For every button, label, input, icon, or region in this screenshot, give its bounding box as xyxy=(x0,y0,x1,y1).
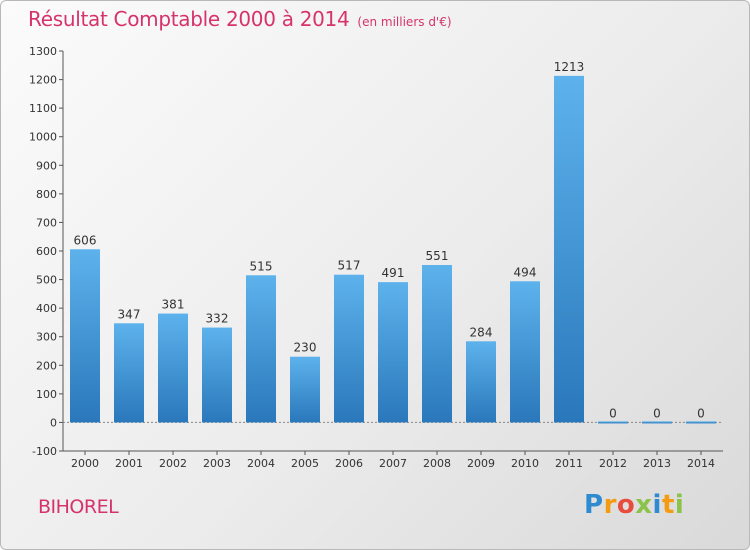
logo-letter: r xyxy=(603,490,617,520)
x-tick-label: 2013 xyxy=(643,457,671,470)
bar-2005 xyxy=(290,356,320,423)
bar-2003 xyxy=(202,327,232,423)
data-label-2000: 606 xyxy=(74,233,97,247)
bar-2006 xyxy=(334,274,364,423)
x-tick-label: 2010 xyxy=(511,457,539,470)
y-tick-label: 800 xyxy=(36,188,57,201)
data-label-2006: 517 xyxy=(338,259,361,273)
y-tick-label: 300 xyxy=(36,331,57,344)
chart-title: Résultat Comptable 2000 à 2014 (en millie… xyxy=(28,7,452,31)
bar-2011 xyxy=(554,75,584,423)
y-tick-label: 600 xyxy=(36,245,57,258)
logo-letter: t xyxy=(661,490,675,520)
data-label-2014: 0 xyxy=(697,406,705,420)
y-tick-label: 500 xyxy=(36,274,57,287)
y-tick-label: 1100 xyxy=(29,102,57,115)
bar-2001 xyxy=(114,323,144,423)
bar-2014 xyxy=(686,421,716,424)
data-label-2011: 1213 xyxy=(554,60,585,74)
commune-name: BIHOREL xyxy=(38,496,119,518)
x-tick-label: 2012 xyxy=(599,457,627,470)
bars xyxy=(70,75,716,424)
y-tick-label: 1300 xyxy=(29,45,57,58)
proxiti-logo: Proxiti xyxy=(584,490,684,520)
logo-letter: x xyxy=(635,490,653,520)
data-label-2012: 0 xyxy=(609,406,617,420)
bar-2000 xyxy=(70,249,100,423)
x-tick-label: 2014 xyxy=(687,457,715,470)
bar-2002 xyxy=(158,313,188,423)
x-tick-label: 2007 xyxy=(379,457,407,470)
x-tick-label: 2006 xyxy=(335,457,363,470)
data-label-2013: 0 xyxy=(653,406,661,420)
y-tick-label: 400 xyxy=(36,302,57,315)
x-tick-label: 2003 xyxy=(203,457,231,470)
bar-2013 xyxy=(642,421,672,424)
bar-2004 xyxy=(246,275,276,423)
data-label-2005: 230 xyxy=(294,341,317,355)
data-label-2010: 494 xyxy=(514,265,537,279)
data-label-2008: 551 xyxy=(426,249,449,263)
chart-subtitle: (en milliers d'€) xyxy=(357,15,452,29)
bar-2010 xyxy=(510,281,540,423)
bar-2007 xyxy=(378,282,408,423)
logo-letter: P xyxy=(584,490,604,520)
x-tick-label: 2011 xyxy=(555,457,583,470)
data-label-2009: 284 xyxy=(470,325,493,339)
y-tick-label: 900 xyxy=(36,159,57,172)
logo-letter: i xyxy=(652,490,662,520)
y-tick-label: 100 xyxy=(36,388,57,401)
data-label-2003: 332 xyxy=(206,312,229,326)
y-tick-label: 0 xyxy=(50,416,57,429)
x-tick-label: 2004 xyxy=(247,457,275,470)
data-label-2004: 515 xyxy=(250,259,273,273)
data-label-2001: 347 xyxy=(118,307,141,321)
logo-letter: i xyxy=(674,490,685,520)
x-tick-label: 2001 xyxy=(115,457,143,470)
x-tick-label: 2002 xyxy=(159,457,187,470)
logo-letter: o xyxy=(616,490,636,520)
x-tick-label: 2009 xyxy=(467,457,495,470)
bar-2009 xyxy=(466,341,496,423)
y-tick-label: -100 xyxy=(32,445,57,458)
bar-2012 xyxy=(598,421,628,424)
y-tick-label: 700 xyxy=(36,216,57,229)
chart-title-text: Résultat Comptable 2000 à 2014 xyxy=(28,7,350,31)
data-label-2002: 381 xyxy=(162,298,185,312)
y-tick-label: 200 xyxy=(36,359,57,372)
y-tick-label: 1000 xyxy=(29,131,57,144)
data-labels: 606 347 381 332 515 230 517 491 551 284 494 1213 0 0 0 xyxy=(74,60,705,421)
data-label-2007: 491 xyxy=(382,266,405,280)
x-tick-label: 2000 xyxy=(71,457,99,470)
x-tick-label: 2005 xyxy=(291,457,319,470)
x-tick-label: 2008 xyxy=(423,457,451,470)
y-tick-label: 1200 xyxy=(29,74,57,87)
axes: -100010020030040050060070080090010001100… xyxy=(29,45,723,470)
bar-2008 xyxy=(422,265,452,423)
